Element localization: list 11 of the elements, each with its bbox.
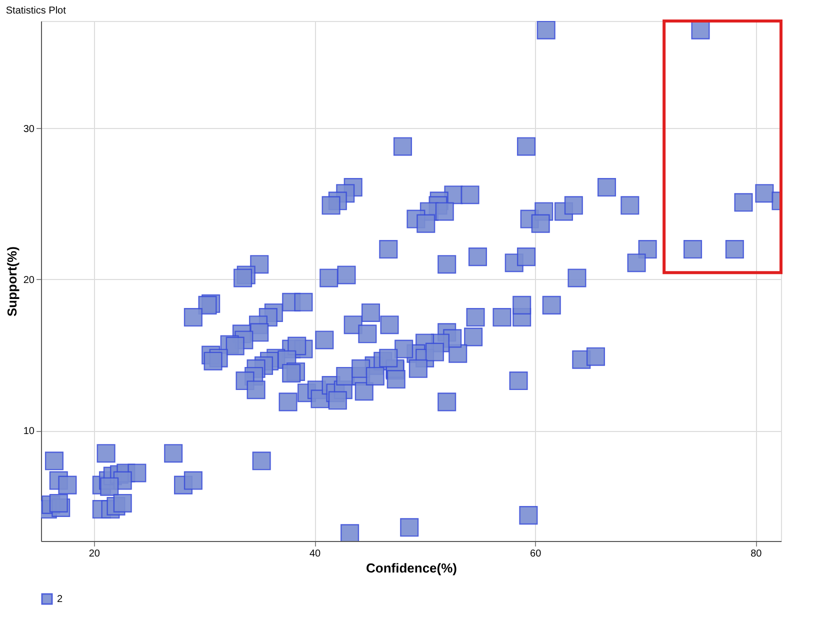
chart-title: Statistics Plot bbox=[6, 6, 66, 16]
x-tick-label: 20 bbox=[88, 548, 100, 560]
x-axis-title: Confidence(%) bbox=[366, 560, 457, 576]
legend-label: 2 bbox=[57, 594, 63, 605]
y-axis-title: Support(%) bbox=[4, 246, 20, 317]
y-tick-label: 10 bbox=[23, 426, 35, 438]
y-tick-label: 20 bbox=[23, 274, 35, 286]
x-tick-label: 60 bbox=[530, 548, 542, 560]
x-tick-label: 40 bbox=[309, 548, 321, 560]
y-tick-label: 30 bbox=[23, 124, 35, 135]
x-tick-label: 80 bbox=[750, 548, 762, 560]
